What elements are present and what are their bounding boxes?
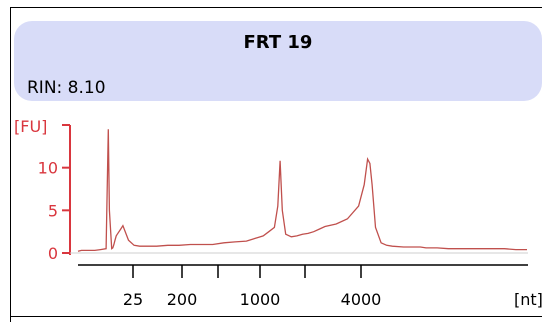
x-tick-label-4000: 4000	[341, 290, 382, 309]
sample-header: FRT 19 RIN: 8.10	[14, 21, 542, 101]
y-tick-label-10: 10	[38, 159, 58, 178]
x-axis-label: [nt]	[514, 290, 542, 309]
panel-border-bottom	[10, 316, 542, 317]
trace-group	[77, 129, 527, 252]
y-axis-label: [FU]	[14, 117, 47, 136]
panel-border-top	[10, 7, 542, 8]
panel-border-left	[10, 7, 11, 322]
x-tick-label-25: 25	[123, 290, 143, 309]
rin-value: RIN: 8.10	[27, 78, 106, 98]
x-tick-label-1000: 1000	[240, 290, 281, 309]
sample-title: FRT 19	[243, 32, 313, 53]
axis-labels: [FU] [nt]	[14, 117, 542, 309]
electropherogram-trace	[77, 129, 527, 252]
axes: 0 5 10 25 200 1000 4000	[38, 124, 528, 309]
x-tick-label-200: 200	[167, 290, 198, 309]
y-tick-label-5: 5	[48, 201, 58, 220]
y-tick-label-0: 0	[48, 244, 58, 263]
